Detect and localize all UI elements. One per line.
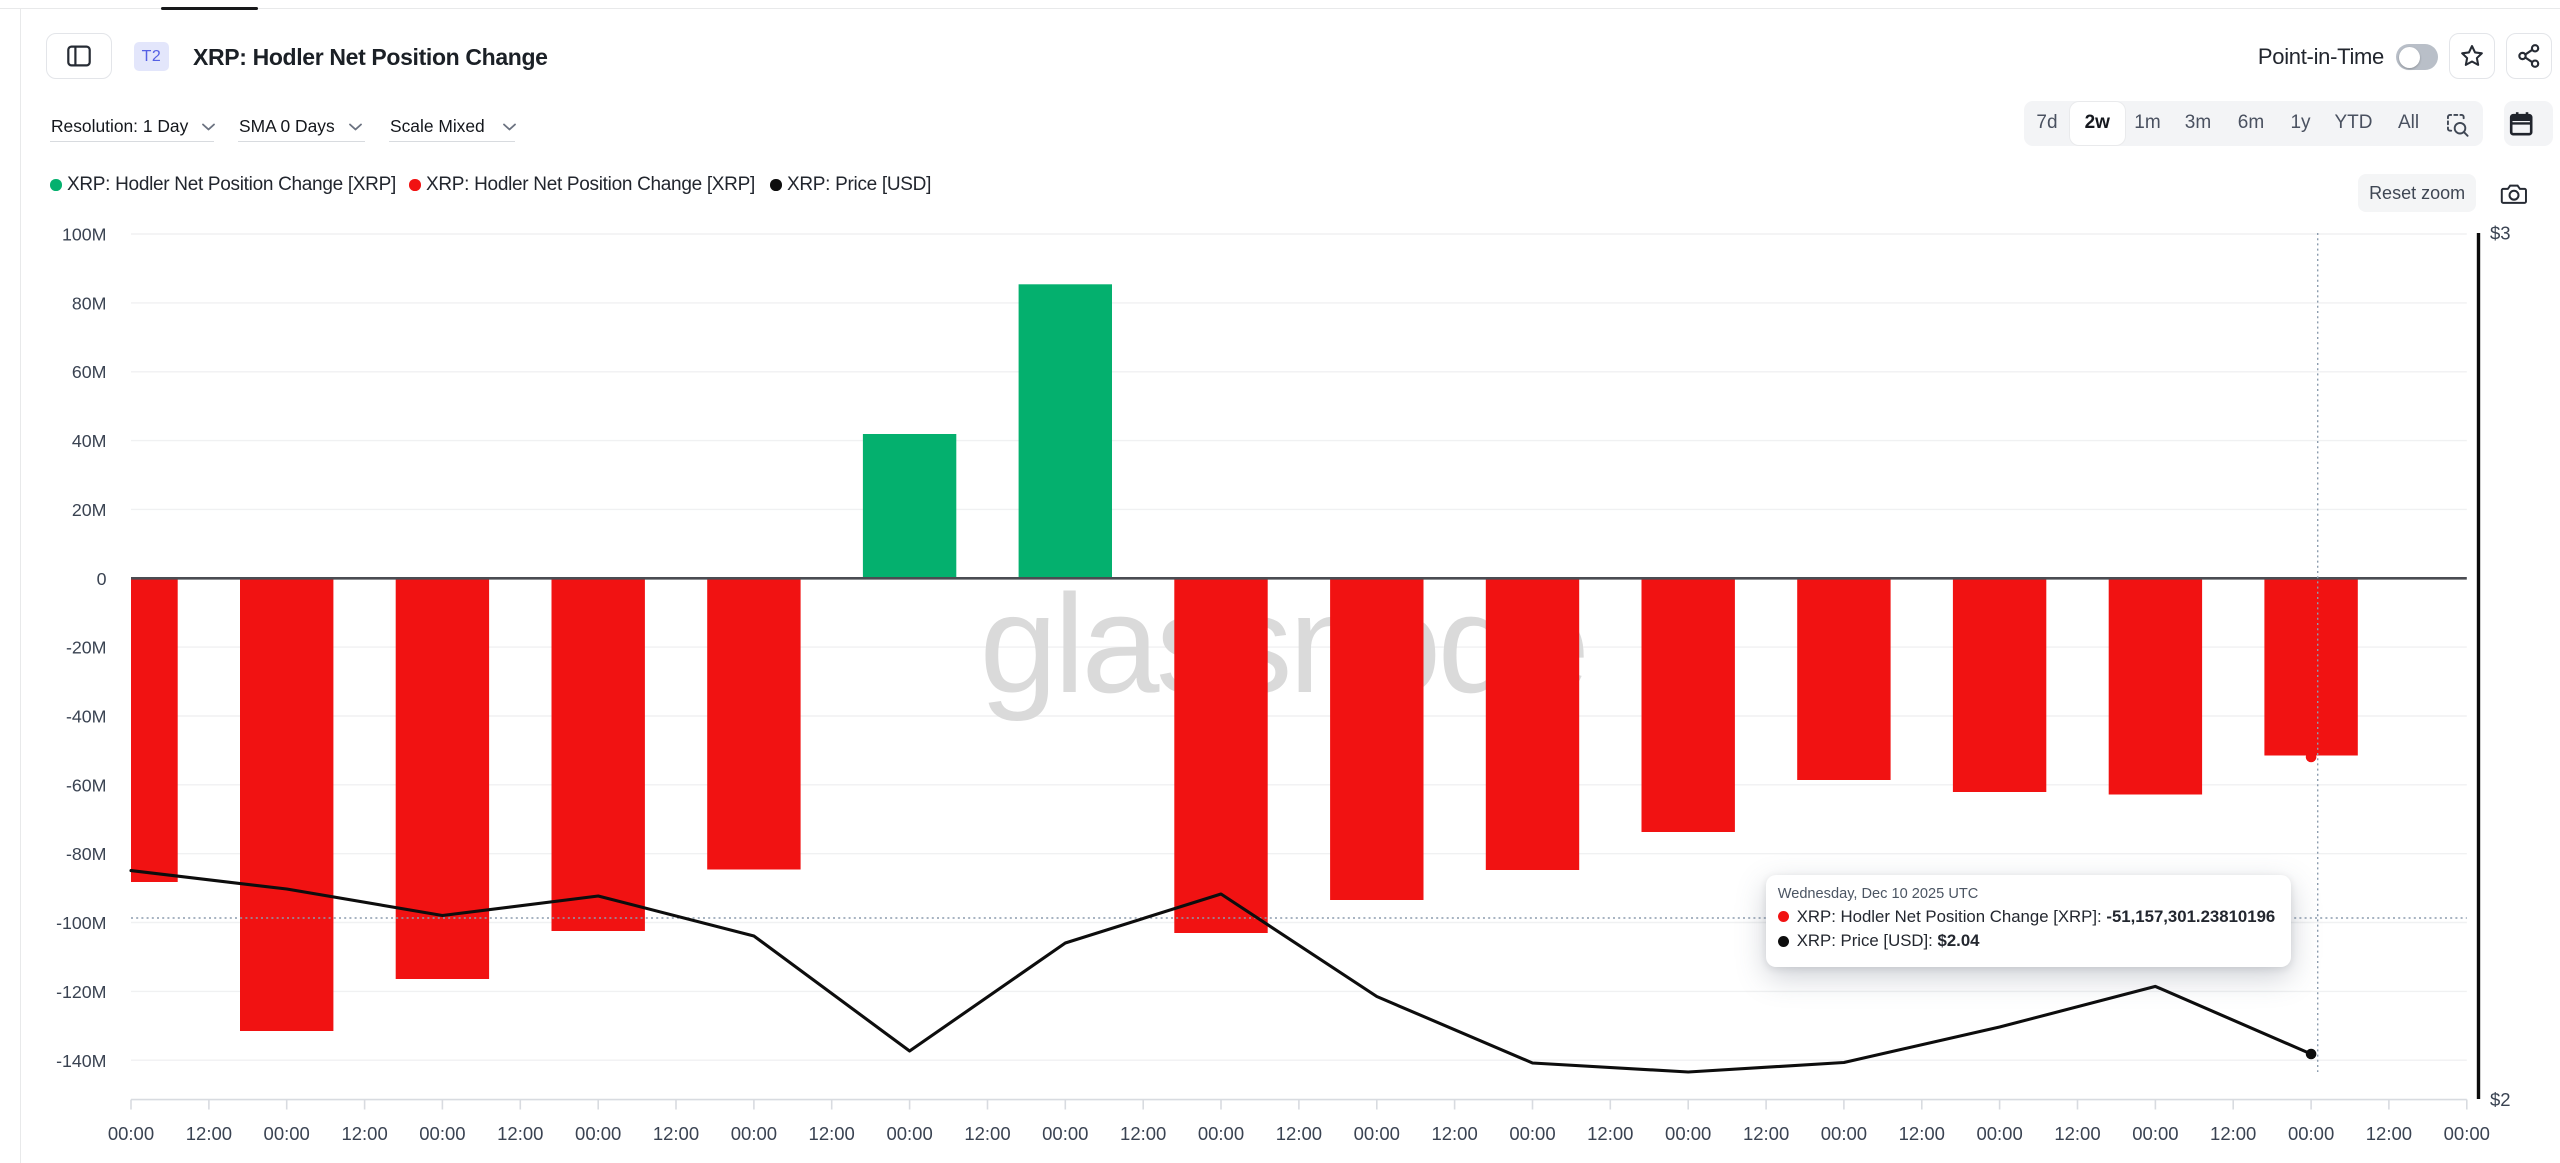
svg-text:12:00: 12:00 (1431, 1123, 1477, 1144)
svg-text:12:00: 12:00 (2210, 1123, 2256, 1144)
svg-text:00:00: 00:00 (419, 1123, 465, 1144)
svg-text:-140M: -140M (56, 1051, 106, 1071)
svg-text:12:00: 12:00 (2054, 1123, 2100, 1144)
svg-text:00:00: 00:00 (1198, 1123, 1244, 1144)
svg-text:80M: 80M (72, 293, 107, 313)
svg-text:-60M: -60M (66, 775, 107, 795)
svg-text:00:00: 00:00 (575, 1123, 621, 1144)
svg-text:-100M: -100M (56, 913, 106, 933)
svg-text:12:00: 12:00 (341, 1123, 387, 1144)
svg-text:12:00: 12:00 (186, 1123, 232, 1144)
svg-text:12:00: 12:00 (1276, 1123, 1322, 1144)
svg-text:12:00: 12:00 (1899, 1123, 1945, 1144)
svg-text:12:00: 12:00 (809, 1123, 855, 1144)
svg-text:-40M: -40M (66, 707, 107, 727)
svg-text:$3: $3 (2490, 223, 2511, 244)
svg-text:12:00: 12:00 (497, 1123, 543, 1144)
svg-text:12:00: 12:00 (653, 1123, 699, 1144)
svg-text:-80M: -80M (66, 844, 107, 864)
svg-text:20M: 20M (72, 500, 107, 520)
svg-text:12:00: 12:00 (2366, 1123, 2412, 1144)
svg-text:12:00: 12:00 (1587, 1123, 1633, 1144)
svg-text:$2: $2 (2490, 1089, 2511, 1110)
svg-text:12:00: 12:00 (1120, 1123, 1166, 1144)
svg-text:00:00: 00:00 (2288, 1123, 2334, 1144)
svg-text:12:00: 12:00 (1743, 1123, 1789, 1144)
svg-text:100M: 100M (62, 225, 106, 245)
svg-text:-20M: -20M (66, 638, 107, 658)
svg-text:00:00: 00:00 (1509, 1123, 1555, 1144)
svg-text:00:00: 00:00 (2444, 1123, 2490, 1144)
svg-text:00:00: 00:00 (2132, 1123, 2178, 1144)
svg-text:0: 0 (97, 569, 107, 589)
svg-text:00:00: 00:00 (1976, 1123, 2022, 1144)
svg-text:-120M: -120M (56, 982, 106, 1002)
svg-text:12:00: 12:00 (964, 1123, 1010, 1144)
svg-text:00:00: 00:00 (1042, 1123, 1088, 1144)
svg-text:00:00: 00:00 (1665, 1123, 1711, 1144)
svg-text:00:00: 00:00 (108, 1123, 154, 1144)
svg-text:60M: 60M (72, 362, 107, 382)
svg-text:40M: 40M (72, 431, 107, 451)
svg-text:00:00: 00:00 (1354, 1123, 1400, 1144)
svg-text:00:00: 00:00 (1821, 1123, 1867, 1144)
svg-text:00:00: 00:00 (731, 1123, 777, 1144)
svg-text:00:00: 00:00 (886, 1123, 932, 1144)
svg-text:00:00: 00:00 (264, 1123, 310, 1144)
